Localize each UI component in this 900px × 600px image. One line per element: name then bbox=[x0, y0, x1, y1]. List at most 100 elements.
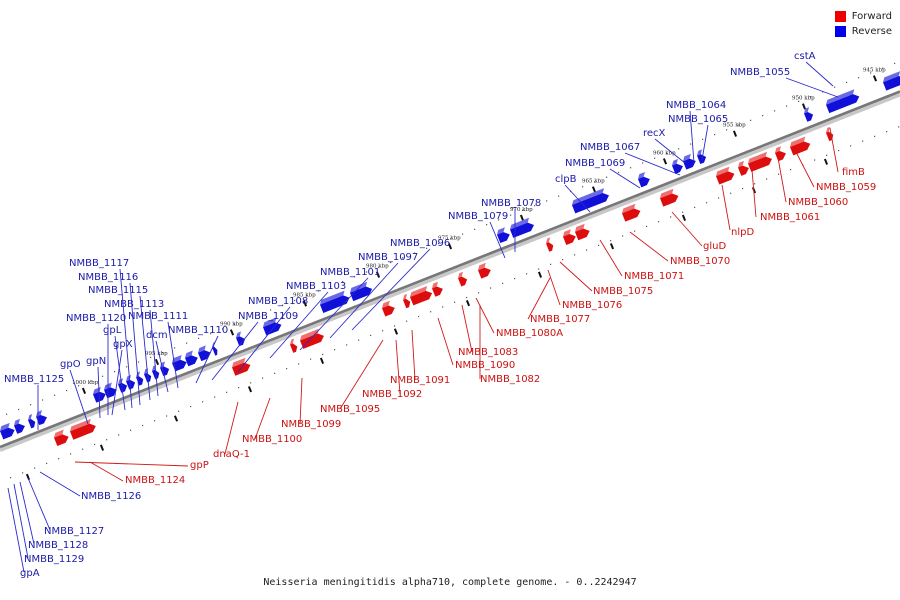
reverse-gene-body bbox=[497, 232, 510, 244]
reverse-gene-top bbox=[350, 281, 368, 293]
tick-label-995-kbp: 995 kbp bbox=[145, 351, 168, 357]
scale-dot bbox=[522, 209, 524, 212]
forward-gene-top bbox=[575, 223, 585, 232]
forward-gene-body bbox=[546, 242, 554, 252]
scale-dot bbox=[750, 119, 752, 121]
scale-dot bbox=[706, 202, 708, 204]
scale-dot bbox=[702, 138, 704, 140]
scale-dot bbox=[766, 178, 768, 180]
reverse-gene-label-nmbb-1101: NMBB_1101 bbox=[320, 267, 380, 278]
scale-dot bbox=[486, 224, 488, 226]
forward-gene-body bbox=[403, 298, 411, 309]
scale-dot bbox=[502, 282, 504, 284]
scale-dot bbox=[646, 225, 648, 228]
reverse-gene-body bbox=[572, 192, 610, 214]
reverse-gene-label-nmbb-1117: NMBB_1117 bbox=[69, 258, 129, 269]
reverse-gene-top bbox=[126, 374, 132, 382]
forward-gene-top bbox=[775, 146, 781, 153]
scale-dot bbox=[538, 268, 540, 270]
scale-dot bbox=[318, 290, 320, 292]
forward-gene bbox=[232, 357, 251, 376]
reverse-gene-top bbox=[36, 410, 42, 417]
reverse-gene-body bbox=[672, 163, 683, 174]
forward-swatch bbox=[834, 11, 846, 22]
forward-gene bbox=[575, 223, 590, 241]
legend-forward: Forward bbox=[834, 9, 892, 24]
reverse-gene-label-nmbb-1108: NMBB_1108 bbox=[248, 296, 308, 307]
scale-dot bbox=[822, 91, 824, 93]
forward-gene bbox=[775, 146, 786, 162]
forward-gene-body bbox=[458, 276, 468, 287]
reverse-gene-body bbox=[697, 154, 707, 165]
reverse-gene-body bbox=[126, 379, 136, 390]
scale-dot bbox=[774, 110, 776, 112]
reverse-gene-body bbox=[36, 414, 47, 426]
scale-dot bbox=[222, 328, 224, 330]
forward-gene-body bbox=[478, 267, 491, 279]
scale-dot bbox=[178, 410, 180, 412]
reverse-gene-label-gpo: gpO bbox=[60, 359, 81, 370]
scale-dot bbox=[762, 115, 764, 117]
forward-gene-body bbox=[70, 423, 96, 440]
scale-dot bbox=[114, 370, 116, 373]
reverse-gene-top bbox=[185, 350, 193, 358]
scale-dot bbox=[862, 140, 864, 142]
reverse-gene-body bbox=[185, 355, 198, 367]
tick-mark-lower bbox=[99, 444, 105, 451]
forward-gene bbox=[478, 262, 491, 279]
forward-gene bbox=[300, 328, 324, 349]
forward-gene-body bbox=[660, 193, 679, 207]
forward-gene-label-nmbb-1090-leader bbox=[437, 317, 454, 366]
forward-gene-top bbox=[432, 281, 438, 289]
scale-dot bbox=[130, 429, 132, 431]
reverse-gene bbox=[236, 331, 246, 347]
scale-dot bbox=[198, 337, 200, 339]
forward-gene-label-nmbb-1061-leader bbox=[751, 169, 757, 218]
scale-dot bbox=[798, 100, 800, 102]
tick-mark-lower bbox=[319, 357, 325, 364]
reverse-gene-label-nmbb-1127-leader bbox=[27, 477, 51, 531]
scale-dot bbox=[814, 159, 816, 161]
scale-dot bbox=[294, 299, 296, 302]
forward-gene-label-nmbb-1091: NMBB_1091 bbox=[390, 375, 450, 386]
scale-dot bbox=[598, 244, 600, 246]
forward-gene bbox=[432, 281, 443, 297]
reverse-gene-top bbox=[144, 368, 149, 375]
reverse-gene-top bbox=[136, 371, 141, 378]
reverse-gene-label-nmbb-1113: NMBB_1113 bbox=[104, 299, 164, 310]
reverse-gene-label-csta: cstA bbox=[794, 51, 816, 62]
forward-gene-top bbox=[382, 300, 390, 309]
forward-gene bbox=[410, 285, 433, 306]
scale-dot bbox=[834, 86, 836, 88]
reverse-gene-label-gpa-leader bbox=[7, 487, 25, 573]
reverse-gene-top bbox=[497, 227, 505, 235]
reverse-gene bbox=[126, 374, 136, 390]
reverse-gene-label-nmbb-1065-leader bbox=[701, 124, 709, 161]
scale-dot bbox=[858, 77, 860, 79]
forward-gene-body bbox=[432, 286, 443, 297]
scale-dot bbox=[402, 257, 404, 259]
scale-dot bbox=[574, 254, 576, 256]
backbone-shadow bbox=[0, 92, 900, 452]
reverse-gene-body bbox=[172, 359, 187, 372]
reverse-gene-top bbox=[320, 290, 345, 305]
reverse-gene-body bbox=[320, 295, 350, 313]
forward-gene-label-nmbb-1082: NMBB_1082 bbox=[480, 374, 540, 385]
forward-gene-top bbox=[546, 237, 551, 244]
forward-gene-label-nmbb-1099-leader bbox=[299, 377, 303, 425]
forward-gene-body bbox=[382, 305, 395, 317]
reverse-gene-label-nmbb-1108-leader bbox=[237, 306, 291, 373]
scale-dot bbox=[738, 124, 740, 126]
reverse-gene-top bbox=[118, 378, 124, 385]
scale-dot bbox=[238, 386, 240, 389]
scale-dot bbox=[466, 296, 468, 299]
reverse-gene-body bbox=[350, 286, 373, 302]
scale-dot bbox=[690, 143, 692, 145]
reverse-gene-label-nmbb-1110-leader bbox=[195, 335, 219, 384]
scale-dot bbox=[310, 358, 312, 360]
scale-dot bbox=[606, 176, 608, 178]
scale-dot bbox=[150, 356, 152, 358]
tick-mark-lower bbox=[465, 299, 471, 307]
forward-gene-label-nmbb-1100: NMBB_1100 bbox=[242, 434, 302, 445]
reverse-gene-label-nmbb-1126: NMBB_1126 bbox=[81, 491, 141, 502]
